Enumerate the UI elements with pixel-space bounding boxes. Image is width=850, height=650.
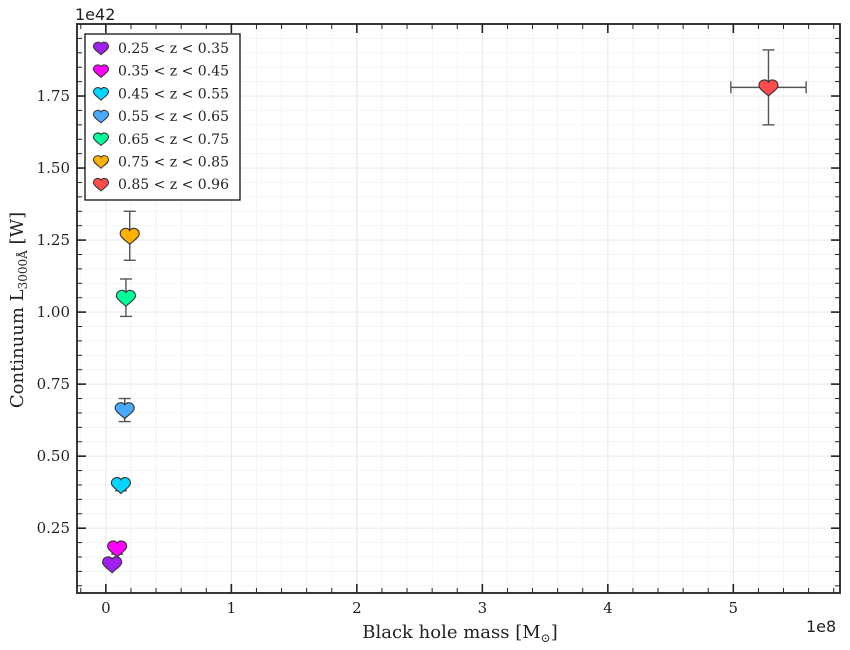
- x-axis-label: Black hole mass [M⊙]: [362, 622, 558, 645]
- x-offset-label: 1e8: [806, 617, 836, 636]
- y-axis-label: Continuum L3000Å [W]: [7, 212, 30, 408]
- x-tick-label: 2: [352, 599, 362, 617]
- data-point: [119, 210, 140, 261]
- legend-entry-label: 0.25 < z < 0.35: [118, 41, 229, 57]
- heart-marker: [114, 402, 135, 420]
- legend-heart-icon: [93, 109, 109, 124]
- legend-entry-label: 0.35 < z < 0.45: [118, 64, 229, 80]
- legend-heart-icon: [93, 177, 109, 192]
- y-tick-label: 1.75: [37, 87, 70, 105]
- heart-marker: [110, 477, 131, 495]
- axis-ticks: 0 1 2 3 4 5 0.25 0.50 0.75 1.00 1.25 1.50 1.75: [37, 23, 840, 617]
- x-tick-label: 0: [101, 599, 111, 617]
- heart-marker: [115, 289, 136, 308]
- legend-heart-icon: [93, 132, 109, 147]
- legend-box: [84, 33, 241, 201]
- y-tick-label: 0.25: [37, 519, 70, 537]
- data-points: [102, 49, 807, 574]
- legend-heart-icon: [93, 155, 109, 169]
- heart-marker: [102, 556, 123, 574]
- y-tick-label: 0.50: [37, 447, 70, 465]
- y-tick-label: 0.75: [37, 375, 70, 393]
- x-tick-label: 4: [603, 599, 613, 617]
- legend-entry-label: 0.55 < z < 0.65: [118, 109, 229, 125]
- data-point: [114, 397, 135, 423]
- legend-entry-label: 0.85 < z < 0.96: [118, 177, 229, 193]
- data-point: [107, 540, 128, 558]
- legend-entry-label: 0.65 < z < 0.75: [118, 132, 229, 148]
- data-point: [110, 477, 131, 495]
- x-tick-label: 3: [478, 599, 488, 617]
- legend-heart-icon: [93, 87, 109, 101]
- y-tick-label: 1.50: [37, 159, 70, 177]
- legend-entry-label: 0.45 < z < 0.55: [118, 86, 229, 102]
- data-point: [115, 278, 136, 318]
- legend-heart-icon: [93, 41, 109, 56]
- data-point: [730, 49, 807, 126]
- legend: 0.25 < z < 0.35 0.35 < z < 0.45 0.45 < z <…: [84, 33, 241, 201]
- x-tick-label: 1: [227, 599, 237, 617]
- heart-marker: [119, 227, 140, 246]
- heart-marker: [107, 540, 128, 558]
- y-offset-label: 1e42: [75, 5, 115, 24]
- x-tick-label: 5: [729, 599, 739, 617]
- legend-heart-icon: [93, 64, 109, 79]
- data-point: [102, 556, 123, 574]
- legend-entry-label: 0.75 < z < 0.85: [118, 155, 229, 171]
- y-tick-label: 1.00: [37, 303, 70, 321]
- heart-marker: [758, 79, 779, 97]
- y-tick-label: 1.25: [37, 231, 70, 249]
- plot-frame: [76, 23, 841, 594]
